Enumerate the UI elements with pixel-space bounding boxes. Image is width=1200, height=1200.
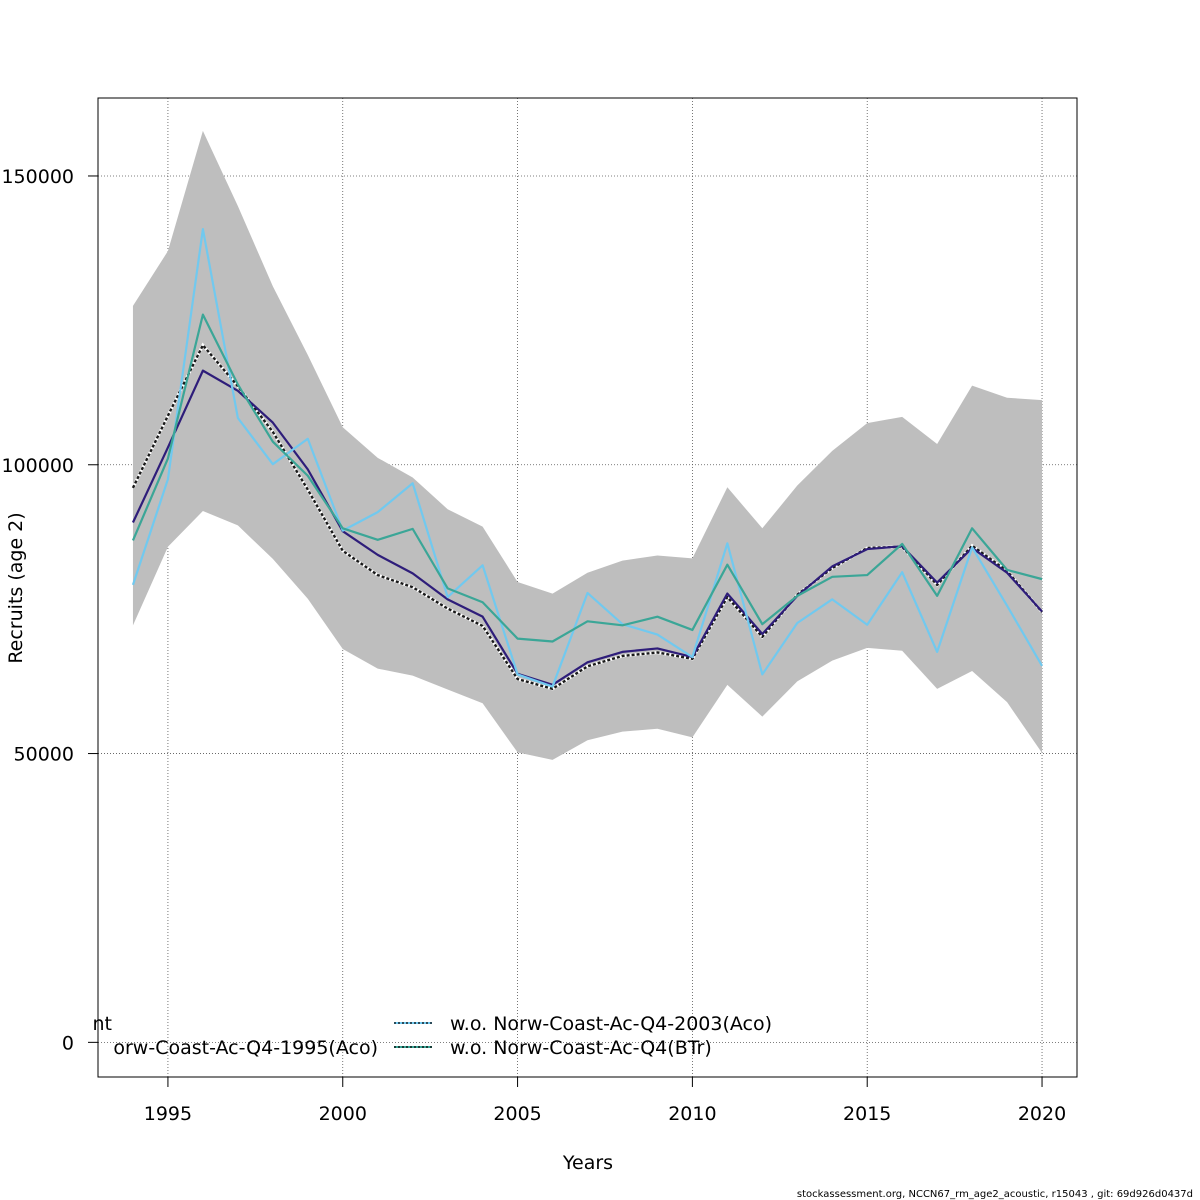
legend-label-1: orw-Coast-Ac-Q4-1995(Aco) [113, 1037, 378, 1059]
footer-credit: stockassessment.org, NCCN67_rm_age2_acou… [797, 1189, 1193, 1200]
series-2-line [131, 228, 1043, 688]
legend-label-0: nt [93, 1013, 113, 1035]
x-tick-label-2015: 2015 [843, 1103, 891, 1125]
confidence-band-area [132, 130, 1043, 760]
series-lines [131, 228, 1044, 691]
series-3-line [131, 313, 1043, 643]
x-tick-label-2020: 2020 [1018, 1103, 1066, 1125]
x-tick-label-2005: 2005 [493, 1103, 541, 1125]
series-1-line [131, 369, 1043, 686]
y-tick-label-100000: 100000 [1, 455, 74, 477]
confidence-band [132, 130, 1043, 760]
x-axis: 1995 2000 2005 2010 2015 2020 [144, 1076, 1066, 1125]
y-axis-title: Recruits (age 2) [5, 512, 27, 663]
x-tick-label-1995: 1995 [144, 1103, 192, 1125]
y-tick-label-0: 0 [62, 1032, 74, 1054]
y-tick-label-150000: 150000 [1, 166, 74, 188]
y-axis: 0 50000 100000 150000 [1, 166, 99, 1054]
legend-label-3: w.o. Norw-Coast-Ac-Q4(BTr) [450, 1037, 712, 1059]
y-tick-label-50000: 50000 [14, 744, 74, 766]
x-axis-title: Years [562, 1152, 613, 1174]
x-tick-label-2000: 2000 [319, 1103, 367, 1125]
legend-label-2: w.o. Norw-Coast-Ac-Q4-2003(Aco) [450, 1013, 772, 1035]
x-tick-label-2010: 2010 [668, 1103, 716, 1125]
